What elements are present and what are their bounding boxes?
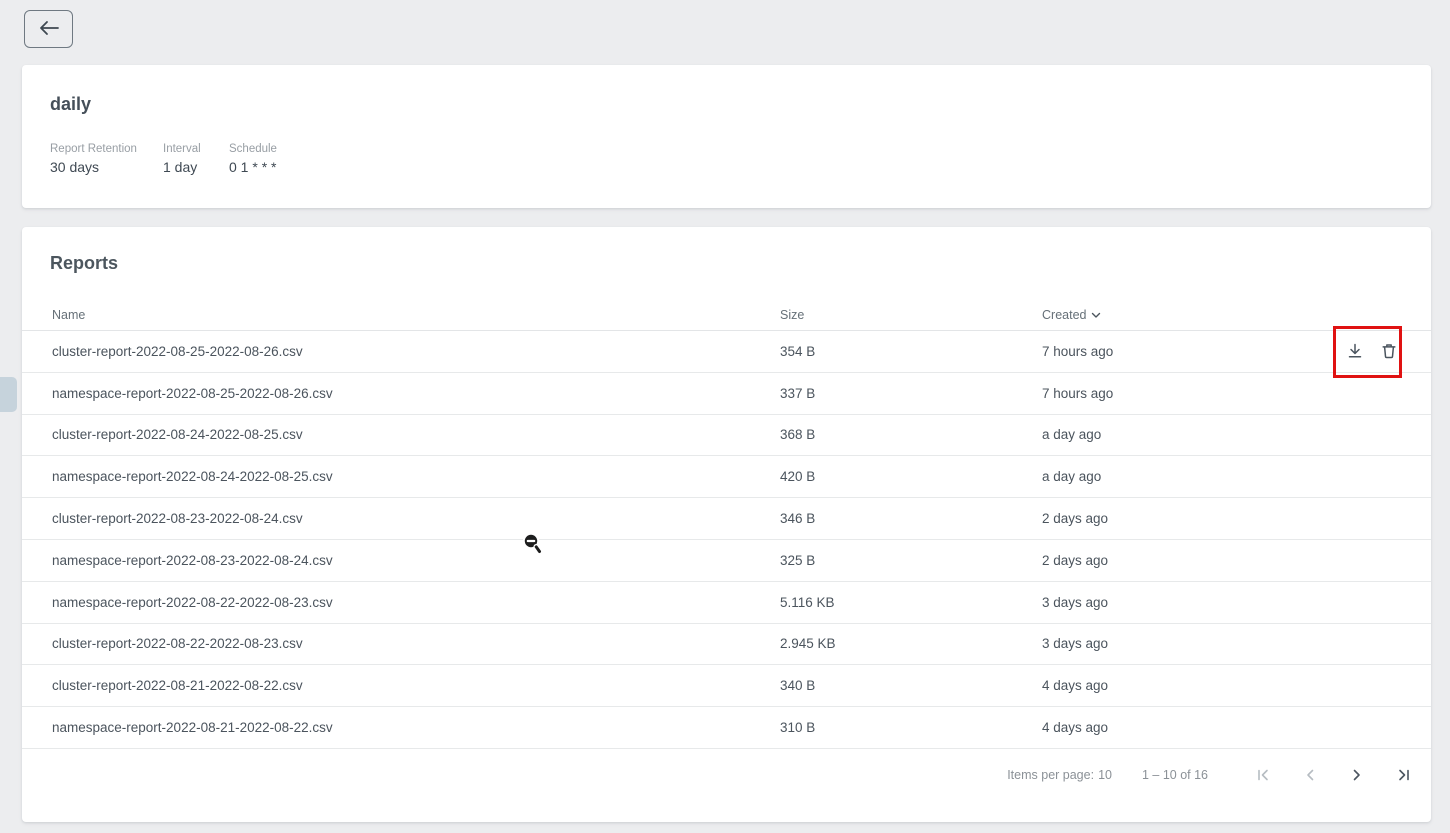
table-row: cluster-report-2022-08-25-2022-08-26.csv… (22, 331, 1431, 373)
report-created: a day ago (1042, 427, 1102, 443)
report-size: 340 B (780, 678, 816, 694)
delete-trash-icon[interactable] (1380, 342, 1398, 360)
report-size: 310 B (780, 720, 816, 736)
report-name: namespace-report-2022-08-22-2022-08-23.c… (52, 594, 333, 610)
table-row: namespace-report-2022-08-24-2022-08-25.c… (22, 456, 1431, 499)
items-per-page-label: Items per page: (1007, 768, 1095, 782)
schedule-meta: Report Retention 30 days Interval 1 day … (50, 143, 277, 175)
pagination-bar: Items per page: 10 1 – 10 of 16 (22, 749, 1431, 801)
meta-label: Interval (163, 143, 201, 155)
row-actions (1309, 342, 1431, 360)
reports-table-header: Name Size Created (22, 299, 1431, 331)
sort-chevron-down-icon (1091, 308, 1101, 322)
table-row: cluster-report-2022-08-21-2022-08-22.csv… (22, 665, 1431, 708)
report-size: 325 B (780, 552, 816, 568)
report-created: 4 days ago (1042, 720, 1109, 736)
items-per-page: Items per page: 10 (1007, 768, 1112, 782)
meta-label: Schedule (229, 143, 277, 155)
report-name: namespace-report-2022-08-25-2022-08-26.c… (52, 385, 333, 401)
meta-value: 0 1 * * * (229, 159, 277, 175)
last-page-icon[interactable] (1397, 768, 1411, 782)
column-header-size: Size (780, 307, 805, 322)
table-row: namespace-report-2022-08-21-2022-08-22.c… (22, 707, 1431, 749)
table-row: namespace-report-2022-08-25-2022-08-26.c… (22, 373, 1431, 415)
report-size: 2.945 KB (780, 636, 836, 652)
back-button[interactable] (24, 10, 73, 48)
report-created: 2 days ago (1042, 552, 1109, 568)
column-header-name: Name (52, 307, 86, 322)
report-name: namespace-report-2022-08-21-2022-08-22.c… (52, 720, 333, 736)
previous-page-icon[interactable] (1303, 768, 1317, 782)
report-created: 7 hours ago (1042, 385, 1114, 401)
report-name: namespace-report-2022-08-23-2022-08-24.c… (52, 552, 333, 568)
meta-label: Report Retention (50, 143, 137, 155)
report-name: cluster-report-2022-08-25-2022-08-26.csv (52, 343, 303, 359)
report-created: 3 days ago (1042, 594, 1109, 610)
report-size: 5.116 KB (780, 594, 835, 610)
meta-schedule: Schedule 0 1 * * * (229, 143, 277, 175)
pagination-nav (1256, 768, 1411, 782)
report-size: 346 B (780, 511, 816, 527)
back-arrow-icon (38, 20, 60, 39)
reports-card: Reports Name Size Created cluster-report… (22, 227, 1431, 822)
report-size: 337 B (780, 385, 816, 401)
report-name: cluster-report-2022-08-24-2022-08-25.csv (52, 427, 303, 443)
report-created: 3 days ago (1042, 636, 1109, 652)
table-row: namespace-report-2022-08-22-2022-08-23.c… (22, 582, 1431, 624)
meta-value: 30 days (50, 159, 100, 175)
report-name: cluster-report-2022-08-23-2022-08-24.csv (52, 511, 303, 527)
table-row: cluster-report-2022-08-23-2022-08-24.csv… (22, 498, 1431, 540)
report-created: a day ago (1042, 469, 1102, 485)
table-row: cluster-report-2022-08-22-2022-08-23.csv… (22, 624, 1431, 666)
meta-report-retention: Report Retention 30 days (50, 143, 163, 175)
reports-title: Reports (50, 253, 119, 273)
first-page-icon[interactable] (1256, 768, 1270, 782)
column-header-created[interactable]: Created (1042, 308, 1309, 322)
next-page-icon[interactable] (1350, 768, 1364, 782)
meta-value: 1 day (163, 159, 198, 175)
items-per-page-value[interactable]: 10 (1098, 768, 1112, 782)
reports-table-body: cluster-report-2022-08-25-2022-08-26.csv… (22, 331, 1431, 749)
report-size: 368 B (780, 427, 816, 443)
schedule-title: daily (50, 94, 92, 114)
reports-table: Name Size Created cluster-report-2022-08… (22, 299, 1431, 749)
report-created: 7 hours ago (1042, 343, 1114, 359)
report-name: cluster-report-2022-08-22-2022-08-23.csv (52, 636, 303, 652)
report-created: 4 days ago (1042, 678, 1109, 694)
table-row: namespace-report-2022-08-23-2022-08-24.c… (22, 540, 1431, 582)
table-row: cluster-report-2022-08-24-2022-08-25.csv… (22, 415, 1431, 457)
schedule-summary-card: daily Report Retention 30 days Interval … (22, 65, 1431, 208)
report-size: 420 B (780, 469, 816, 485)
report-created: 2 days ago (1042, 511, 1109, 527)
report-size: 354 B (780, 343, 816, 359)
report-name: namespace-report-2022-08-24-2022-08-25.c… (52, 469, 333, 485)
sidebar-handle[interactable] (0, 377, 17, 412)
meta-interval: Interval 1 day (163, 143, 229, 175)
page-range-label: 1 – 10 of 16 (1141, 768, 1208, 782)
report-name: cluster-report-2022-08-21-2022-08-22.csv (52, 678, 303, 694)
column-header-created-label: Created (1042, 307, 1087, 322)
download-icon[interactable] (1346, 342, 1364, 360)
